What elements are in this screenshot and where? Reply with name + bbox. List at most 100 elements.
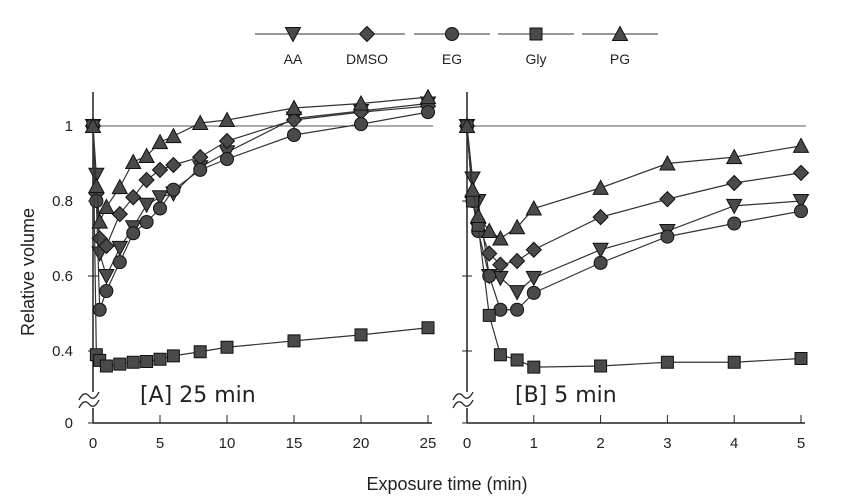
panel-b-label: [B] 5 min xyxy=(515,383,617,408)
x-tick-label: 0 xyxy=(89,435,97,452)
data-point-gly xyxy=(113,357,127,371)
data-point-eg xyxy=(482,269,497,283)
data-point-eg xyxy=(526,285,541,300)
data-point-eg xyxy=(660,229,675,244)
data-point-pg xyxy=(191,114,209,130)
data-point-dmso xyxy=(111,205,129,223)
data-point-eg xyxy=(99,284,114,298)
series-line-eg xyxy=(466,125,802,311)
panel-a: 00.40.60.810 5 10 15 20 25 xyxy=(52,88,437,452)
y-tick-label: 0.6 xyxy=(52,268,73,285)
data-point-dmso xyxy=(165,156,182,174)
data-point-pg xyxy=(525,199,543,216)
x-tick-label: 5 xyxy=(156,435,164,452)
data-point-eg xyxy=(112,255,127,270)
data-point-pg xyxy=(124,153,142,169)
data-point-dmso xyxy=(285,111,303,129)
data-point-dmso xyxy=(124,189,142,206)
data-point-gly xyxy=(466,194,480,208)
data-point-gly xyxy=(166,349,180,363)
data-point-gly xyxy=(220,340,234,354)
data-point-gly xyxy=(594,359,608,373)
data-point-eg xyxy=(153,201,167,216)
data-point-gly xyxy=(482,308,496,322)
x-tick-label: 25 xyxy=(420,435,437,452)
data-point-dmso xyxy=(525,241,543,258)
legend-label: AA xyxy=(284,51,303,67)
y-tick-label: 0.8 xyxy=(52,193,73,210)
data-point-aa xyxy=(151,190,169,206)
y-tick-label: 0 xyxy=(65,415,73,432)
data-point-pg xyxy=(592,179,609,195)
legend-label: EG xyxy=(442,51,462,67)
data-point-dmso xyxy=(492,256,509,273)
data-point-gly xyxy=(287,334,301,348)
data-point-eg xyxy=(92,302,107,317)
data-point-eg xyxy=(493,302,508,317)
data-point-aa xyxy=(592,242,609,259)
data-point-dmso xyxy=(792,164,810,182)
legend-marker-eg xyxy=(445,27,459,41)
x-tick-label: 20 xyxy=(353,435,370,452)
data-point-pg xyxy=(725,148,743,165)
x-tick-label: 10 xyxy=(219,435,236,452)
panel-b: 0 1 2 3 4 5 xyxy=(452,92,810,452)
data-point-gly xyxy=(140,355,154,368)
legend-label: Gly xyxy=(526,51,547,67)
legend-marker-pg xyxy=(611,25,629,41)
data-point-pg xyxy=(218,111,236,127)
data-point-dmso xyxy=(592,208,609,226)
data-point-dmso xyxy=(151,161,169,179)
data-point-aa xyxy=(508,285,526,301)
series-line-gly xyxy=(466,125,802,368)
data-point-pg xyxy=(84,117,102,133)
data-point-gly xyxy=(153,352,167,366)
x-tick-label: 0 xyxy=(463,435,471,452)
data-point-pg xyxy=(458,117,476,133)
x-axis-label: Exposure time (min) xyxy=(366,474,527,494)
data-point-gly xyxy=(421,321,435,335)
legend-label: PG xyxy=(610,51,630,67)
axis-break-icon xyxy=(78,391,100,409)
data-point-pg xyxy=(165,127,182,144)
x-tick-label: 1 xyxy=(530,435,538,452)
data-point-pg xyxy=(659,154,676,171)
data-point-pg xyxy=(419,88,437,105)
data-point-dmso xyxy=(659,190,676,208)
data-point-aa xyxy=(464,171,481,188)
data-point-dmso xyxy=(508,252,526,270)
data-point-eg xyxy=(421,105,435,120)
data-point-aa xyxy=(725,198,743,215)
data-point-dmso xyxy=(138,171,155,189)
data-point-eg xyxy=(126,226,141,241)
data-point-eg xyxy=(593,255,608,270)
data-point-pg xyxy=(480,222,498,238)
legend-marker-dmso xyxy=(358,25,376,43)
data-point-gly xyxy=(354,328,368,342)
data-point-pg xyxy=(352,94,370,111)
data-point-aa xyxy=(792,194,810,210)
data-point-gly xyxy=(660,355,674,369)
data-point-gly xyxy=(126,355,140,369)
data-point-dmso xyxy=(98,237,115,255)
data-point-pg xyxy=(88,177,105,193)
data-point-pg xyxy=(492,229,509,246)
data-point-pg xyxy=(91,213,109,229)
data-point-eg xyxy=(354,117,368,132)
data-point-dmso xyxy=(725,174,743,192)
data-point-aa xyxy=(525,270,543,287)
data-point-gly xyxy=(193,345,207,359)
data-point-gly xyxy=(794,352,808,365)
data-point-aa xyxy=(111,240,129,257)
panel-a-label: [A] 25 min xyxy=(140,383,256,408)
data-point-aa xyxy=(138,197,155,214)
data-point-pg xyxy=(464,181,481,197)
data-point-eg xyxy=(139,215,154,229)
y-tick-label: 0.4 xyxy=(52,343,73,360)
series-line-aa xyxy=(92,102,429,278)
data-point-eg xyxy=(287,128,301,142)
data-point-pg xyxy=(138,147,155,163)
legend-label: DMSO xyxy=(346,51,388,67)
data-point-gly xyxy=(510,353,524,367)
